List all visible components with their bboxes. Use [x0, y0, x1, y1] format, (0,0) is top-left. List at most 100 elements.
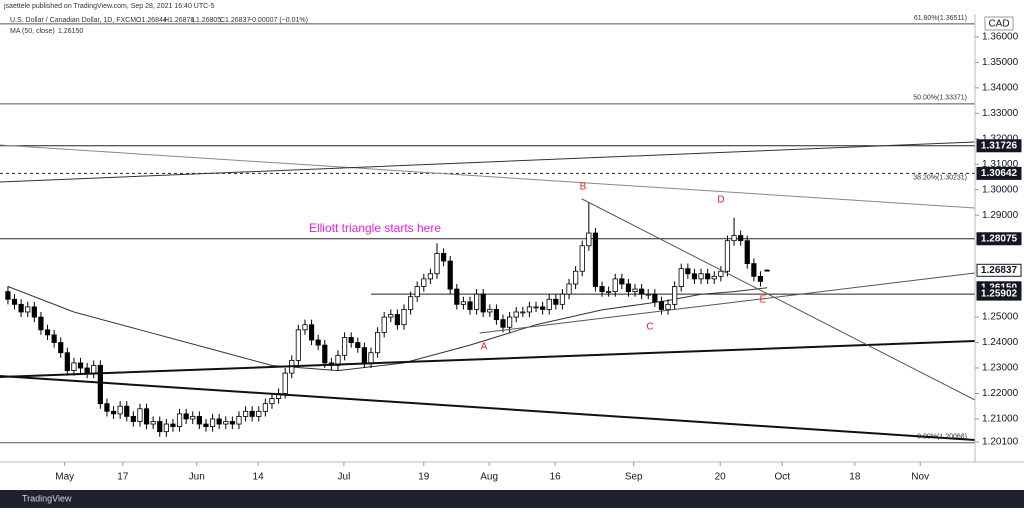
candle-body [672, 286, 678, 305]
candle-body [157, 421, 163, 433]
ma-value: 1.26150 [58, 28, 83, 35]
candle-body [500, 319, 506, 328]
candle-body [757, 275, 764, 282]
candle-body [58, 342, 64, 354]
candle-body [487, 309, 493, 313]
candle-body [84, 367, 90, 374]
candle-body [685, 268, 691, 275]
candle-body [724, 240, 731, 272]
candle-body [130, 416, 136, 422]
candle-body [315, 339, 321, 346]
x-tick-label: 18 [849, 472, 861, 483]
annotation: Elliott triangle starts here [309, 221, 441, 235]
candle-body [665, 303, 671, 310]
x-tick-label: 17 [117, 472, 129, 483]
candle-body [566, 283, 572, 295]
candle-body [18, 303, 24, 313]
candle-body [407, 296, 414, 310]
wave-label: D [717, 195, 724, 206]
candle-body [97, 365, 103, 405]
candle-body [493, 309, 500, 321]
candle-body [513, 311, 519, 318]
candle-body [242, 410, 249, 417]
moving-average [7, 286, 768, 372]
candle-body [559, 293, 566, 305]
trendline [581, 198, 976, 401]
candle-body [190, 416, 196, 420]
candle-body [262, 403, 268, 412]
currency-box [984, 16, 1014, 31]
candle-body [236, 416, 242, 425]
candle-body [427, 273, 433, 280]
candle-body [394, 314, 400, 326]
candle-body [374, 331, 381, 354]
candle-body [639, 288, 645, 295]
x-tick-label: Oct [774, 472, 790, 483]
candle-body [110, 410, 117, 415]
candle-body [196, 416, 202, 425]
candle-body [691, 273, 698, 280]
candle-body [441, 253, 447, 262]
candle-body [718, 270, 724, 277]
y-tick-label: 1.20100 [982, 437, 1019, 448]
candle-body [25, 306, 31, 313]
x-tick-label: Jul [338, 472, 351, 483]
candle-body [612, 278, 618, 293]
x-tick-label: Jun [189, 472, 205, 483]
change: −0.00007 (−0.01%) [248, 17, 308, 24]
candle-body [592, 232, 599, 287]
trendline [0, 340, 976, 378]
candle-body [348, 337, 354, 343]
candle-body [104, 403, 110, 412]
candle-body [249, 410, 255, 417]
candle-body [308, 324, 315, 341]
fib-label: 38.20%(1.30231) [913, 175, 967, 182]
footer [0, 490, 1024, 508]
candle-body [625, 283, 632, 293]
y-tick-label: 1.36000 [982, 32, 1019, 43]
candle-body [183, 413, 189, 420]
x-tick-label: Sep [625, 472, 643, 483]
candle-body [124, 405, 130, 417]
price-label-box [976, 263, 1022, 277]
candle-body [652, 293, 658, 303]
y-tick-label: 1.35000 [982, 57, 1019, 68]
candle-body [361, 347, 367, 364]
candle-body [38, 316, 44, 331]
candle-body [507, 316, 513, 328]
price-label: 1.25902 [981, 289, 1018, 300]
candle-body [579, 245, 585, 272]
trendline [0, 375, 976, 441]
candle-body [223, 421, 229, 425]
y-tick-label: 1.22000 [982, 388, 1019, 399]
candle-body [599, 286, 605, 293]
ohlc: C1.26837 [220, 17, 250, 24]
candle-body [540, 306, 546, 310]
candle-body [744, 240, 750, 264]
candle-body [51, 334, 57, 343]
candle-body [368, 352, 374, 364]
candle-body [170, 423, 176, 427]
y-tick-label: 1.23000 [982, 363, 1019, 374]
x-tick-label: Nov [911, 472, 929, 483]
y-tick-label: 1.34000 [982, 83, 1019, 94]
candle-body [302, 324, 308, 331]
candle-body [44, 329, 51, 336]
y-tick-label: 1.29000 [982, 210, 1019, 221]
trendlines [0, 141, 976, 441]
candle-body [698, 273, 704, 280]
candle-body [586, 232, 592, 247]
y-tick-label: 1.33000 [982, 108, 1019, 119]
candle-body [143, 408, 150, 425]
price-label-box [976, 139, 1022, 153]
symbol: U.S. Dollar / Canadian Dollar, 1D, FXCM [10, 17, 136, 24]
ma-name: MA (50, close) [10, 28, 55, 35]
candle-body [454, 288, 460, 305]
price-label-box [976, 232, 1022, 246]
price-label: 1.30642 [981, 168, 1018, 179]
candle-body [467, 301, 473, 310]
candle-body [216, 418, 222, 425]
candle-body [678, 268, 684, 287]
candle-body [731, 235, 737, 242]
